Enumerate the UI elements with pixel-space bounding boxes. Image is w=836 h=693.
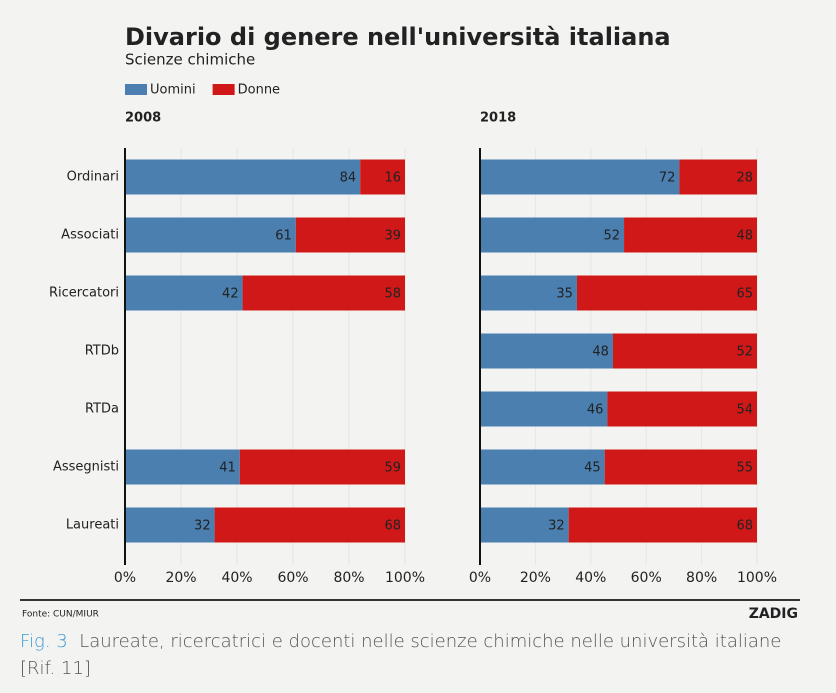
x-tick-label: 0% xyxy=(114,570,136,586)
bar-segment xyxy=(480,275,577,311)
value-label: 45 xyxy=(584,461,601,476)
bar-segment xyxy=(480,217,625,253)
bar-segment xyxy=(239,449,405,485)
value-label: 68 xyxy=(736,519,753,534)
value-label: 58 xyxy=(384,287,401,302)
value-label: 39 xyxy=(384,229,401,244)
x-tick-label: 40% xyxy=(575,570,606,586)
bar-segment xyxy=(125,159,361,195)
x-tick-label: 60% xyxy=(631,570,662,586)
value-label: 28 xyxy=(736,171,753,186)
source: Fonte: CUN/MIUR xyxy=(22,610,99,620)
y-tick-label: RTDb xyxy=(85,344,119,359)
value-label: 59 xyxy=(384,461,401,476)
value-label: 54 xyxy=(736,403,753,418)
value-label: 41 xyxy=(219,461,236,476)
y-tick-label: Ordinari xyxy=(67,170,119,185)
x-tick-label: 80% xyxy=(333,570,364,586)
bar-segment xyxy=(679,159,757,195)
y-tick-label: Laureati xyxy=(66,518,119,533)
value-label: 65 xyxy=(736,287,753,302)
bar-segment xyxy=(568,507,757,543)
x-tick-label: 20% xyxy=(165,570,196,586)
value-label: 32 xyxy=(548,519,565,534)
bar-segment xyxy=(480,449,605,485)
y-tick-label: Ricercatori xyxy=(49,286,119,301)
value-label: 35 xyxy=(556,287,573,302)
value-label: 48 xyxy=(592,345,609,360)
x-tick-label: 0% xyxy=(469,570,491,586)
bar-segment xyxy=(480,333,613,369)
bar-segment xyxy=(480,159,680,195)
bar-segment xyxy=(480,507,569,543)
y-tick-label: Assegnisti xyxy=(53,460,119,475)
x-tick-label: 100% xyxy=(737,570,777,586)
value-label: 84 xyxy=(340,171,357,186)
chart-subtitle: Scienze chimiche xyxy=(125,51,255,69)
bar-segment xyxy=(125,217,296,253)
bar-segment xyxy=(604,449,757,485)
chart-title: Divario di genere nell'università italia… xyxy=(125,23,671,51)
panel-title: 2008 xyxy=(125,111,161,126)
value-label: 46 xyxy=(587,403,604,418)
caption-label: Fig. 3 xyxy=(20,631,68,652)
bar-segment xyxy=(607,391,757,427)
value-label: 16 xyxy=(384,171,401,186)
x-tick-label: 100% xyxy=(385,570,425,586)
brand: ZADIG xyxy=(749,606,798,622)
value-label: 48 xyxy=(736,229,753,244)
value-label: 61 xyxy=(275,229,292,244)
x-tick-label: 80% xyxy=(686,570,717,586)
bar-segment xyxy=(624,217,757,253)
bar-segment xyxy=(612,333,757,369)
bar-segment xyxy=(125,449,240,485)
y-tick-label: RTDa xyxy=(85,402,119,417)
value-label: 68 xyxy=(384,519,401,534)
legend-label: Uomini xyxy=(150,83,196,98)
bar-segment xyxy=(295,217,405,253)
y-tick-label: Associati xyxy=(61,228,119,243)
value-label: 52 xyxy=(603,229,620,244)
caption-text: Laureate, ricercatrici e docenti nelle s… xyxy=(20,631,782,679)
legend-label: Donne xyxy=(238,83,280,98)
legend-swatch xyxy=(125,84,147,95)
value-label: 32 xyxy=(194,519,211,534)
x-tick-label: 60% xyxy=(277,570,308,586)
x-tick-label: 20% xyxy=(520,570,551,586)
value-label: 72 xyxy=(659,171,676,186)
legend-swatch xyxy=(212,84,235,95)
bar-segment xyxy=(214,507,405,543)
value-label: 52 xyxy=(736,345,753,360)
bar-segment xyxy=(125,275,243,311)
value-label: 42 xyxy=(222,287,239,302)
value-label: 55 xyxy=(736,461,753,476)
bar-segment xyxy=(576,275,757,311)
caption: Fig. 3 Laureate, ricercatrici e docenti … xyxy=(20,628,800,682)
bar-segment xyxy=(480,391,608,427)
chart: Divario di genere nell'università italia… xyxy=(20,23,800,622)
x-tick-label: 40% xyxy=(221,570,252,586)
bar-segment xyxy=(125,507,215,543)
panel-title: 2018 xyxy=(480,111,516,126)
bar-segment xyxy=(360,159,405,195)
bar-segment xyxy=(242,275,405,311)
